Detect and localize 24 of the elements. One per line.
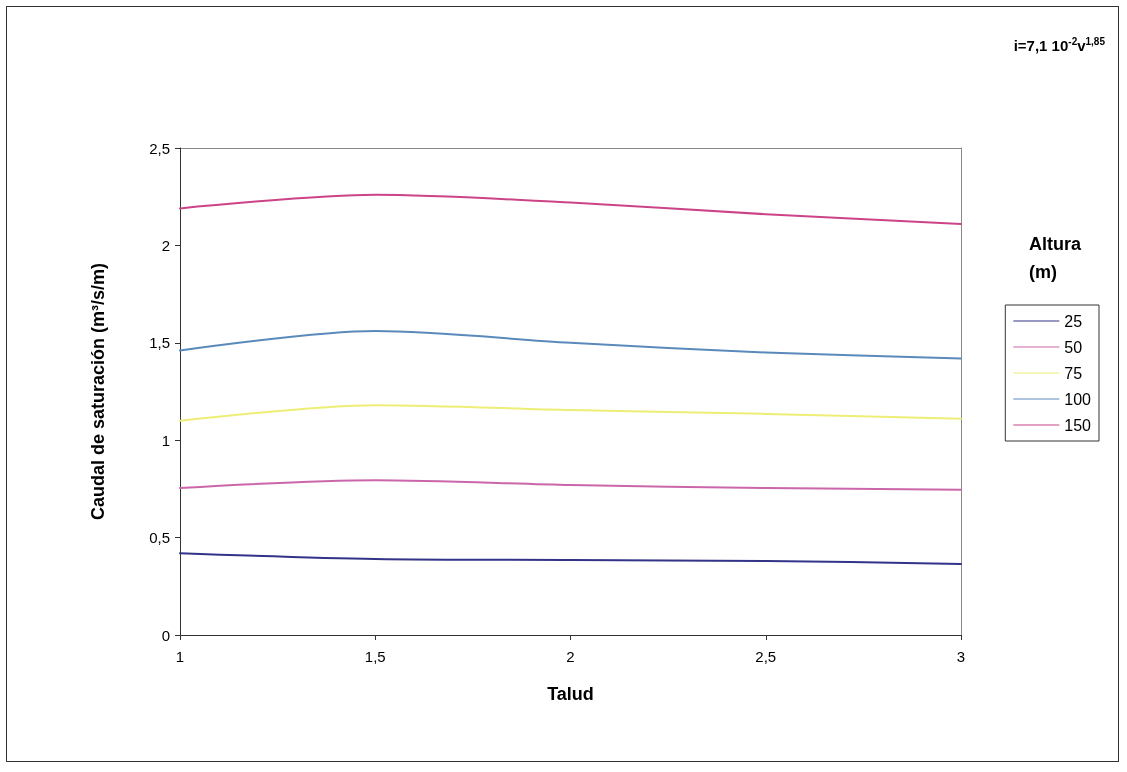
- line-series: [179, 552, 962, 565]
- x-tick-label: 1,5: [364, 648, 386, 665]
- line-series: [179, 193, 962, 225]
- y-tick-label: 0,5: [149, 529, 170, 547]
- y-tick-label: 0: [161, 626, 170, 644]
- legend-label: 75: [1064, 364, 1083, 382]
- y-tick-label: 1: [161, 431, 170, 449]
- x-tick-label: 2: [566, 648, 575, 665]
- y-tick-label: 2,5: [149, 139, 170, 157]
- x-tick-label: 2,5: [755, 648, 777, 665]
- x-tick-label: 3: [956, 648, 966, 665]
- line-series: [179, 479, 962, 491]
- x-axis-title: Talud: [547, 684, 594, 704]
- legend-label: 100: [1064, 390, 1092, 408]
- legend-label: 25: [1064, 312, 1083, 330]
- legend-label: 150: [1064, 416, 1092, 434]
- legend-label: 50: [1064, 338, 1083, 356]
- line-series: [179, 330, 962, 360]
- legend-title: Altura (m): [1029, 234, 1082, 282]
- y-axis-title: Caudal de saturación (m³/s/m): [88, 262, 108, 521]
- y-tick-label: 2: [161, 236, 170, 254]
- x-tick-label: 1: [175, 648, 185, 665]
- y-tick-label: 1,5: [149, 334, 170, 352]
- line-series: [179, 404, 962, 422]
